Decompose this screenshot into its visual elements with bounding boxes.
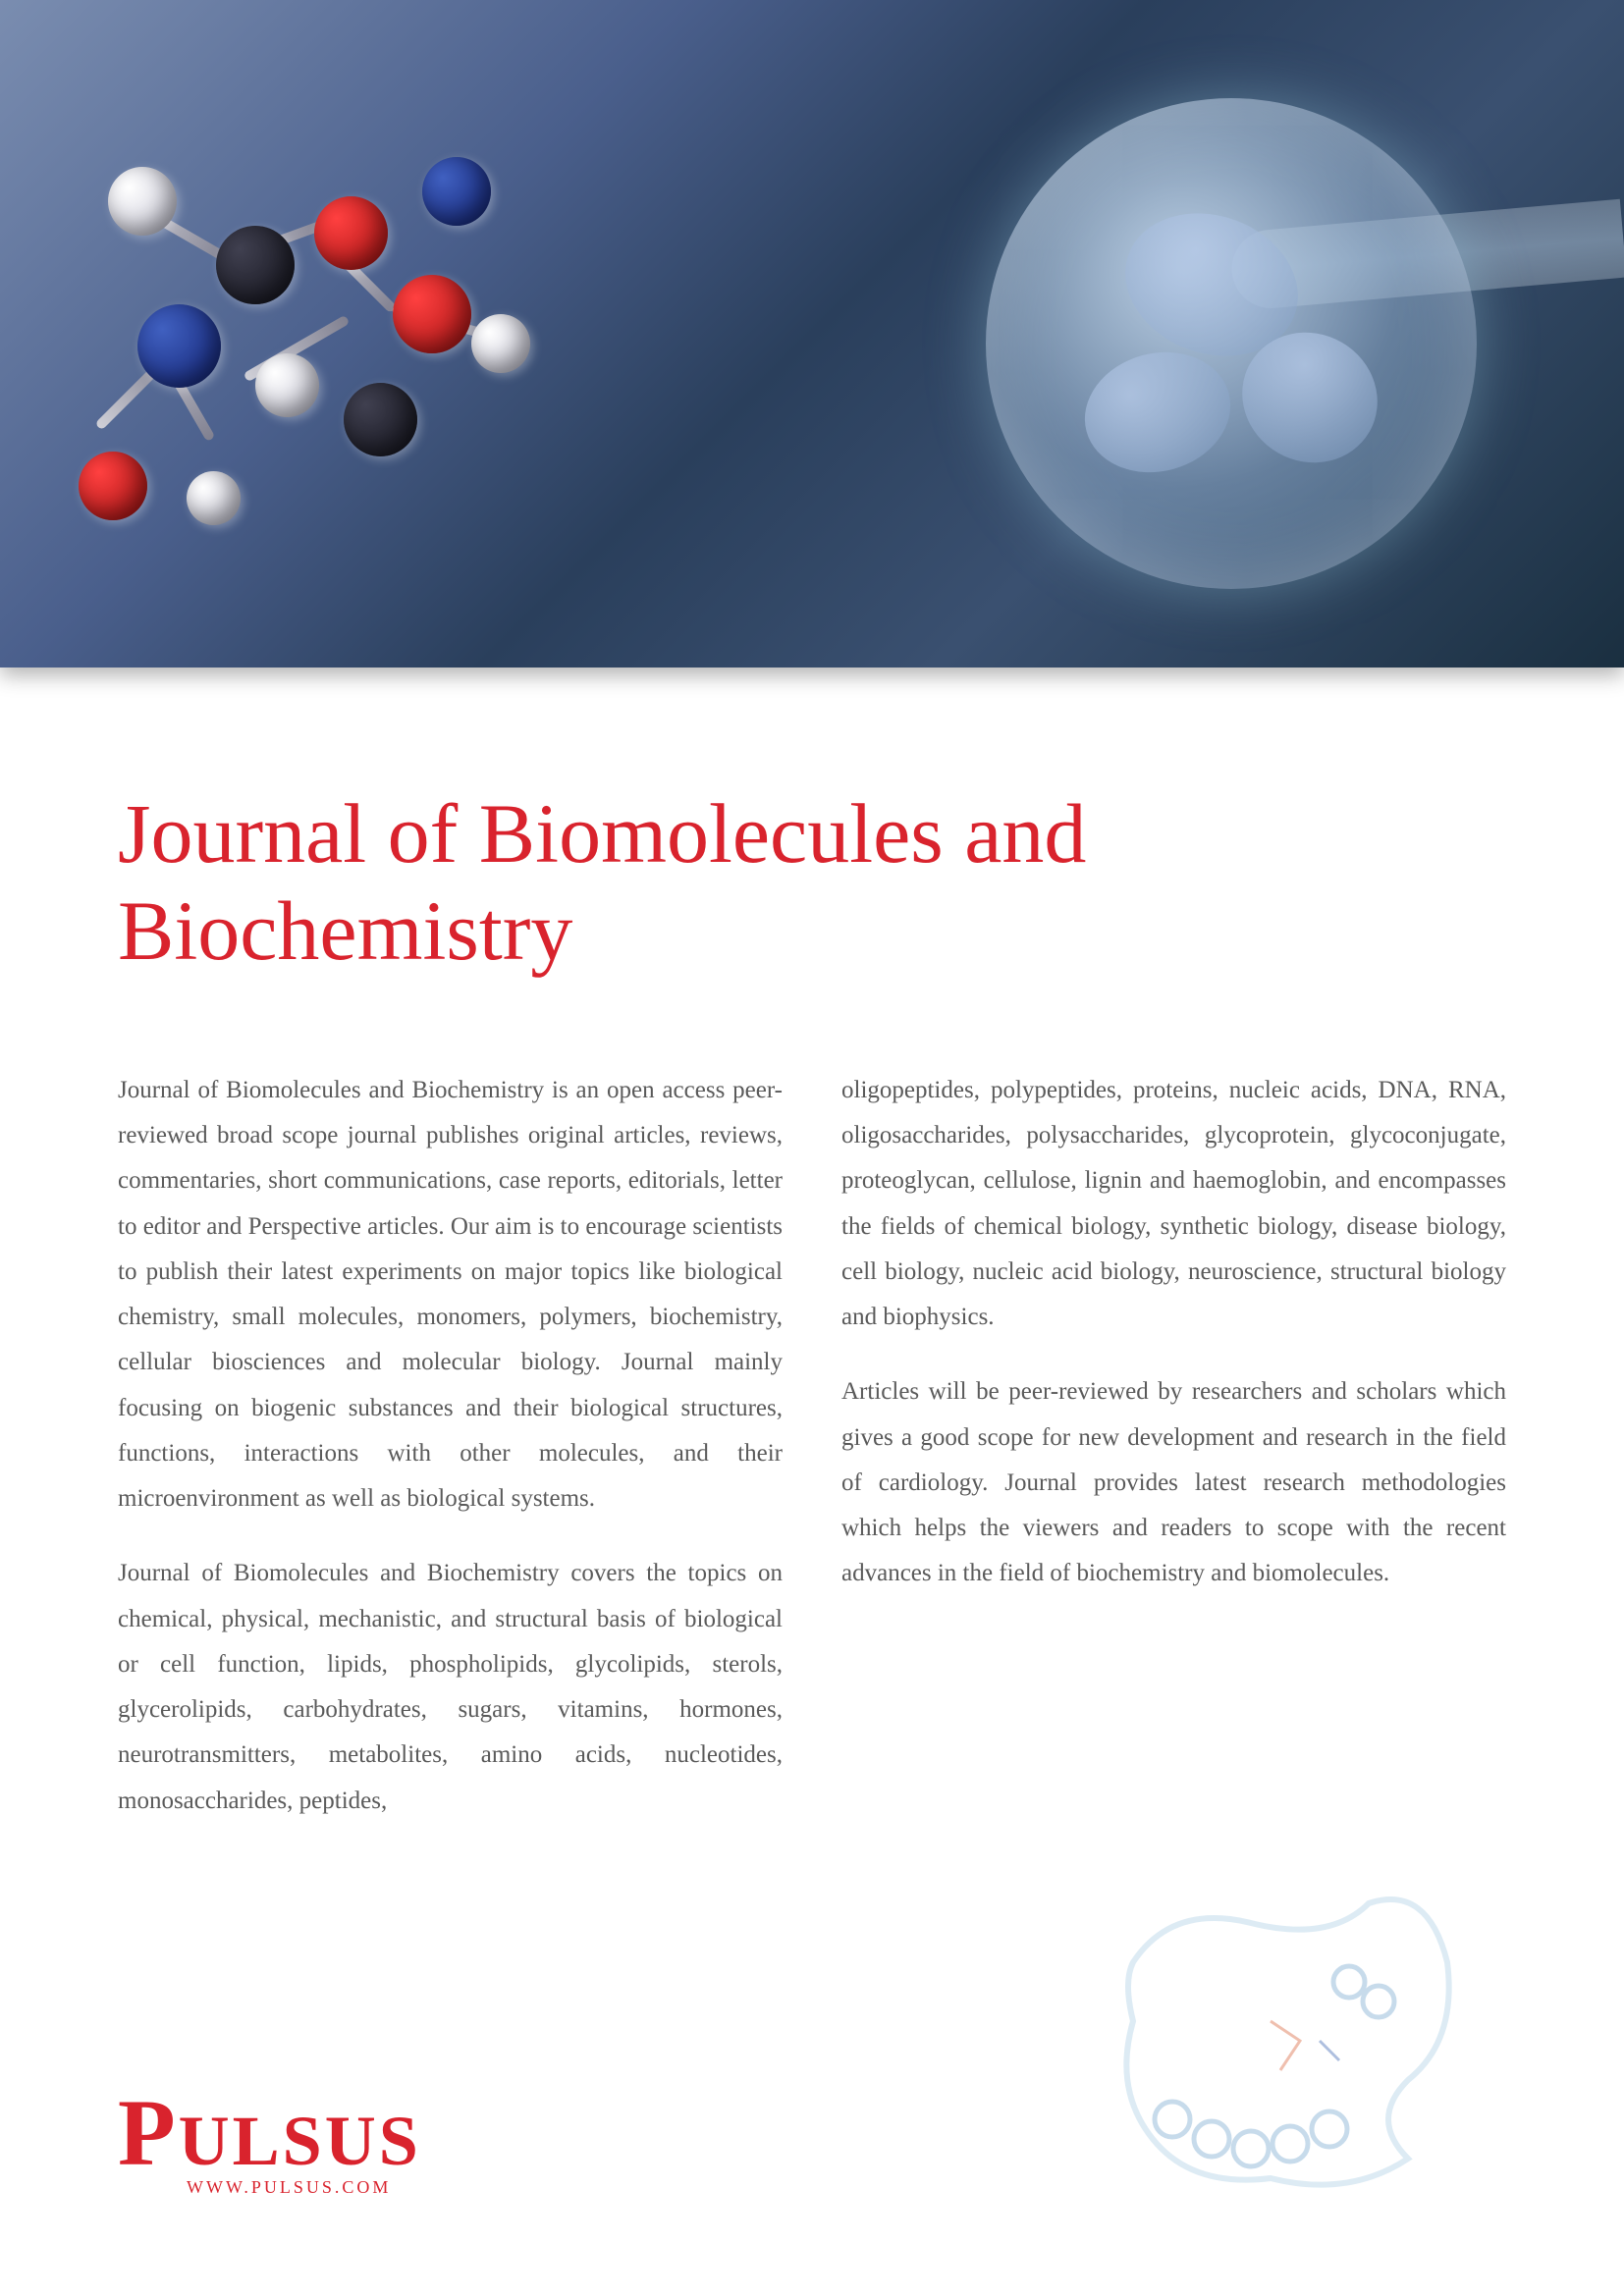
paragraph-2: Journal of Biomolecules and Biochemistry… (118, 1551, 783, 1824)
paragraph-3: oligopeptides, polypeptides, proteins, n… (841, 1068, 1506, 1341)
publisher-logo: PULSUS WWW.PULSUS.COM (118, 2078, 421, 2198)
logo-name: PULSUS (118, 2078, 421, 2187)
page-title: Journal of Biomolecules and Biochemistry (118, 785, 1506, 980)
hero-banner (0, 0, 1624, 667)
protein-illustration (1074, 1844, 1487, 2217)
logo-text-rest: ULSUS (179, 2102, 421, 2180)
paragraph-4: Articles will be peer-reviewed by resear… (841, 1369, 1506, 1596)
logo-url: WWW.PULSUS.COM (187, 2177, 421, 2198)
content-area: Journal of Biomolecules and Biochemistry… (0, 667, 1624, 1912)
text-columns: Journal of Biomolecules and Biochemistry… (118, 1068, 1506, 1853)
left-column: Journal of Biomolecules and Biochemistry… (118, 1068, 783, 1853)
molecule-illustration (49, 79, 638, 569)
cell-illustration (986, 98, 1477, 589)
right-column: oligopeptides, polypeptides, proteins, n… (841, 1068, 1506, 1853)
paragraph-1: Journal of Biomolecules and Biochemistry… (118, 1068, 783, 1522)
